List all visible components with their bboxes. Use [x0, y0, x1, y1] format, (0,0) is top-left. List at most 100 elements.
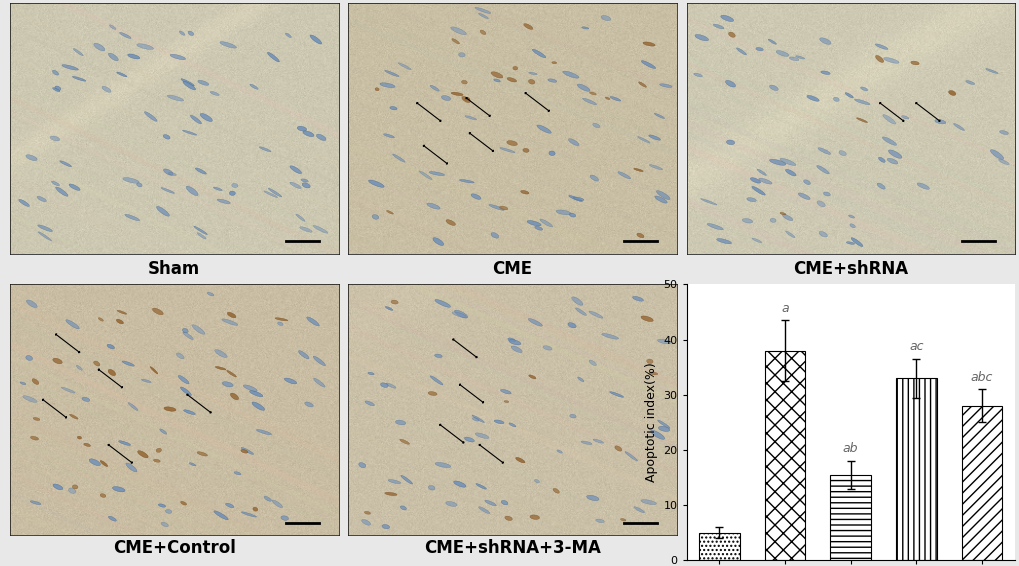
Ellipse shape	[488, 204, 503, 210]
Ellipse shape	[478, 507, 489, 513]
Text: CME+Control: CME+Control	[113, 539, 235, 557]
Ellipse shape	[94, 361, 100, 366]
Ellipse shape	[163, 135, 170, 139]
Ellipse shape	[397, 63, 411, 70]
Ellipse shape	[874, 55, 882, 62]
Ellipse shape	[451, 38, 460, 44]
Ellipse shape	[916, 183, 928, 189]
Bar	[961, 406, 1002, 560]
Ellipse shape	[25, 355, 33, 361]
Ellipse shape	[785, 169, 795, 176]
Ellipse shape	[381, 525, 389, 529]
Ellipse shape	[588, 311, 602, 318]
Ellipse shape	[165, 509, 171, 513]
Ellipse shape	[68, 488, 75, 494]
Ellipse shape	[84, 443, 91, 447]
Ellipse shape	[499, 206, 507, 210]
Ellipse shape	[637, 136, 649, 143]
Ellipse shape	[750, 178, 760, 183]
Ellipse shape	[163, 169, 173, 175]
Ellipse shape	[725, 80, 735, 87]
Ellipse shape	[167, 95, 183, 101]
Ellipse shape	[568, 139, 579, 145]
Ellipse shape	[653, 113, 664, 118]
Ellipse shape	[520, 191, 529, 194]
Ellipse shape	[180, 501, 186, 505]
Ellipse shape	[234, 471, 240, 475]
Ellipse shape	[419, 171, 432, 179]
Ellipse shape	[471, 194, 481, 199]
Ellipse shape	[362, 520, 370, 525]
Ellipse shape	[210, 92, 219, 96]
Ellipse shape	[37, 196, 46, 201]
Ellipse shape	[195, 168, 206, 174]
Ellipse shape	[822, 192, 829, 196]
Ellipse shape	[507, 338, 515, 342]
Ellipse shape	[392, 154, 405, 162]
Ellipse shape	[364, 512, 370, 514]
Ellipse shape	[230, 393, 238, 400]
Ellipse shape	[22, 396, 37, 402]
Ellipse shape	[379, 83, 394, 88]
Ellipse shape	[53, 358, 62, 364]
Ellipse shape	[577, 377, 584, 381]
Ellipse shape	[618, 171, 630, 179]
Ellipse shape	[649, 165, 662, 170]
Ellipse shape	[383, 134, 394, 138]
Ellipse shape	[845, 93, 853, 98]
Ellipse shape	[874, 44, 888, 49]
Ellipse shape	[108, 53, 118, 61]
Ellipse shape	[384, 70, 398, 76]
Ellipse shape	[389, 106, 396, 110]
Ellipse shape	[569, 213, 575, 217]
Ellipse shape	[182, 332, 193, 340]
Ellipse shape	[450, 92, 463, 96]
Ellipse shape	[756, 169, 765, 175]
Ellipse shape	[268, 188, 281, 197]
Ellipse shape	[272, 500, 282, 508]
Ellipse shape	[109, 25, 116, 29]
Ellipse shape	[462, 96, 470, 102]
Ellipse shape	[728, 32, 735, 37]
Ellipse shape	[66, 320, 79, 329]
Ellipse shape	[839, 151, 846, 156]
Ellipse shape	[657, 339, 671, 344]
Ellipse shape	[577, 84, 589, 91]
Ellipse shape	[500, 389, 511, 394]
Ellipse shape	[506, 78, 516, 82]
Ellipse shape	[989, 149, 1003, 160]
Ellipse shape	[657, 420, 669, 428]
Ellipse shape	[817, 148, 829, 155]
Ellipse shape	[694, 35, 708, 41]
Ellipse shape	[642, 42, 654, 46]
Ellipse shape	[153, 459, 160, 462]
Ellipse shape	[818, 231, 826, 237]
Ellipse shape	[73, 49, 84, 55]
Ellipse shape	[76, 365, 83, 370]
Ellipse shape	[213, 187, 222, 191]
Text: CME+shRNA+3-MA: CME+shRNA+3-MA	[424, 539, 600, 557]
Ellipse shape	[300, 227, 312, 232]
Ellipse shape	[72, 76, 86, 81]
Ellipse shape	[31, 436, 39, 440]
Ellipse shape	[277, 322, 283, 325]
Ellipse shape	[454, 310, 468, 318]
Ellipse shape	[400, 475, 412, 484]
Bar	[895, 378, 935, 560]
Ellipse shape	[528, 79, 534, 84]
Ellipse shape	[176, 353, 183, 359]
Ellipse shape	[493, 79, 500, 82]
Ellipse shape	[316, 134, 326, 140]
Ellipse shape	[385, 307, 392, 310]
Ellipse shape	[296, 214, 305, 221]
Ellipse shape	[657, 426, 669, 431]
Ellipse shape	[500, 500, 507, 505]
Ellipse shape	[368, 372, 374, 375]
Ellipse shape	[399, 506, 406, 510]
Ellipse shape	[197, 452, 207, 456]
Ellipse shape	[789, 57, 798, 61]
Ellipse shape	[359, 462, 366, 468]
Ellipse shape	[523, 148, 529, 152]
Ellipse shape	[595, 519, 603, 522]
Ellipse shape	[459, 179, 474, 183]
